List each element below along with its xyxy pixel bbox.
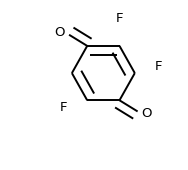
Text: F: F <box>155 60 163 73</box>
Text: O: O <box>55 26 65 39</box>
Text: O: O <box>142 107 152 120</box>
Text: F: F <box>116 13 123 26</box>
Text: F: F <box>59 101 67 114</box>
